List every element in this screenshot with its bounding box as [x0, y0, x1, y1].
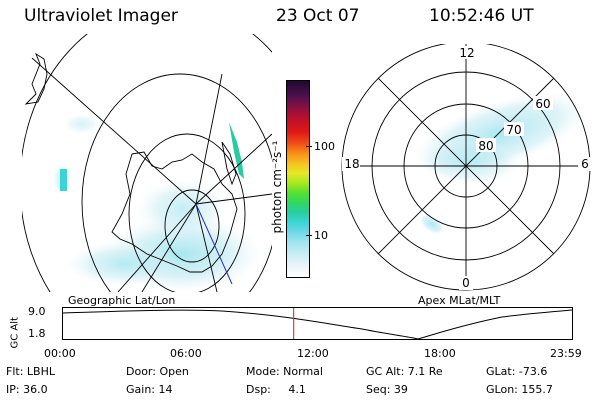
instrument-title: Ultraviolet Imager	[24, 6, 178, 26]
time-tick-0000: 00:00	[44, 347, 76, 360]
altitude-tick-min: 1.8	[28, 327, 46, 340]
coastline-fragment	[221, 141, 237, 186]
antarctica-coastline	[111, 151, 238, 273]
time-tick-1800: 18:00	[424, 347, 456, 360]
bright-emission-spot	[60, 169, 67, 191]
mlt-label-12: 12	[459, 46, 474, 60]
altitude-axis-title: GC Alt	[9, 317, 21, 349]
status-filter: Flt: LBHL	[6, 365, 55, 378]
time-label: 10:52:46 UT	[429, 6, 534, 26]
altitude-tick-max: 9.0	[28, 305, 46, 318]
mlat-label-70: 70	[506, 123, 521, 137]
colorbar-tick-label-10: 10	[314, 229, 328, 242]
aurora-emission-patch	[67, 242, 177, 286]
time-tick-0600: 06:00	[170, 347, 202, 360]
status-dsp: Dsp: 4.1	[246, 383, 306, 396]
geographic-map	[22, 34, 272, 292]
status-glat: GLat: -73.6	[486, 365, 548, 378]
mlat-label-80: 80	[478, 139, 493, 153]
date-label: 23 Oct 07	[276, 6, 360, 26]
magnetic-polar-plot: 12 18 6 0 60 70 80	[341, 44, 592, 291]
status-gc-alt: GC Alt: 7.1 Re	[366, 365, 443, 378]
geographic-map-label: Geographic Lat/Lon	[68, 294, 176, 307]
geographic-map-content	[22, 34, 272, 292]
colorbar-tick-label-100: 100	[314, 140, 335, 153]
satellite-track-line	[195, 203, 233, 285]
colorbar-tick	[306, 146, 312, 147]
colorbar-unit-label: photon cm⁻²s⁻¹	[270, 140, 284, 234]
bright-emission-arc	[229, 122, 244, 179]
status-gain: Gain: 14	[126, 383, 173, 396]
status-glon: GLon: 155.7	[486, 383, 553, 396]
time-tick-1200: 12:00	[297, 347, 329, 360]
mlat-label-60: 60	[535, 97, 550, 111]
time-tick-2359: 23:59	[550, 347, 582, 360]
altitude-curve	[62, 309, 573, 340]
mlt-label-0: 0	[462, 276, 470, 290]
altitude-plot	[62, 307, 573, 340]
altitude-plot-frame	[62, 307, 573, 340]
polar-emission	[413, 92, 587, 235]
colorbar-tick	[306, 235, 312, 236]
magnetic-map-label: Apex MLat/MLT	[418, 294, 501, 307]
mlt-label-18: 18	[344, 157, 359, 171]
status-seq: Seq: 39	[366, 383, 408, 396]
aurora-emission-patch	[64, 114, 100, 134]
intensity-colorbar	[286, 80, 310, 278]
status-door: Door: Open	[126, 365, 189, 378]
status-mode: Mode: Normal	[246, 365, 323, 378]
status-ip: IP: 36.0	[6, 383, 48, 396]
coastline-fragment	[24, 52, 48, 105]
mlt-label-6: 6	[581, 157, 589, 171]
